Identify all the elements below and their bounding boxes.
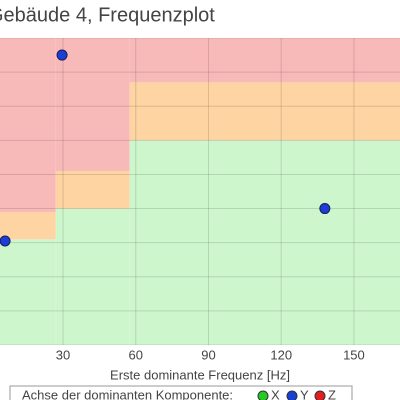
zone-green — [55, 208, 130, 345]
x-tick-label: 90 — [201, 347, 215, 362]
plot-area — [0, 38, 400, 345]
legend-marker — [286, 390, 298, 400]
data-point — [56, 49, 68, 61]
zone-red — [55, 38, 130, 172]
legend-marker — [314, 390, 326, 400]
legend-label: Y — [300, 387, 309, 400]
legend-label: X — [271, 387, 280, 400]
zone-orange — [55, 171, 130, 209]
data-point — [319, 203, 331, 215]
x-tick-label: 30 — [56, 347, 70, 362]
legend-label: Z — [328, 387, 336, 400]
zone-green — [0, 239, 56, 345]
legend-title: Achse der dominanten Komponente: — [22, 387, 233, 400]
x-tick-label: 150 — [343, 347, 365, 362]
zone-orange — [0, 211, 56, 240]
zone-red — [129, 38, 400, 83]
zone-green — [129, 140, 400, 345]
zone-red — [0, 38, 56, 212]
x-tick-label: 120 — [270, 347, 292, 362]
legend-marker — [257, 390, 269, 400]
data-point — [0, 235, 11, 247]
x-tick-label: 60 — [129, 347, 143, 362]
x-axis-label: Erste dominante Frequenz [Hz] — [110, 367, 290, 382]
chart-title: Gebäude 4, Frequenzplot — [0, 4, 215, 26]
zone-orange — [129, 82, 400, 141]
